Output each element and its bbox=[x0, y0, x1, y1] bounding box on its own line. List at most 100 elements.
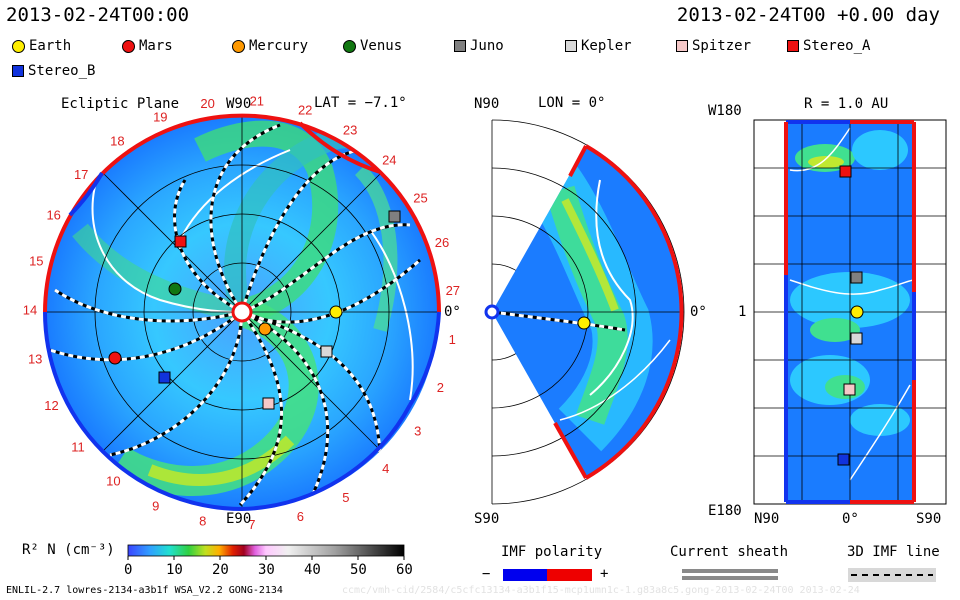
earth-marker-rect bbox=[850, 305, 864, 319]
legend-item-earth: Earth bbox=[12, 38, 71, 54]
imf-negative-bar bbox=[503, 569, 547, 581]
imf-polarity-label: IMF polarity bbox=[501, 544, 603, 560]
earth-marker bbox=[329, 305, 343, 319]
date-title-left: 2013-02-24T00:00 bbox=[6, 4, 190, 26]
current-sheath-line-1 bbox=[682, 569, 778, 573]
earth-marker-meridional bbox=[577, 316, 591, 330]
legend-item-juno: Juno bbox=[454, 38, 504, 54]
meridional-lon-label: LON = 0° bbox=[538, 95, 606, 111]
carrington-tick-label: 17 bbox=[74, 167, 88, 182]
carrington-tick-label: 10 bbox=[106, 474, 120, 489]
carrington-tick-label: 16 bbox=[46, 208, 60, 223]
stereo-b-marker-rect bbox=[837, 453, 850, 466]
carrington-tick-label: 23 bbox=[343, 123, 357, 138]
colorbar-tick: 30 bbox=[258, 562, 275, 578]
spitzer-marker-icon bbox=[676, 40, 688, 52]
juno-marker bbox=[388, 210, 401, 223]
colorbar bbox=[127, 544, 405, 557]
colorbar-tick: 50 bbox=[350, 562, 367, 578]
carrington-tick-label: 3 bbox=[414, 424, 421, 439]
meridional-top-label: N90 bbox=[474, 96, 500, 112]
carrington-tick-label: 2 bbox=[437, 380, 444, 395]
carrington-tick-label: 26 bbox=[435, 235, 449, 250]
venus-marker bbox=[168, 282, 182, 296]
carrington-tick-label: 22 bbox=[298, 103, 312, 118]
legend-item-mars: Mars bbox=[122, 38, 173, 54]
current-sheath-label: Current sheath bbox=[670, 544, 789, 560]
legend: Earth Mars Mercury Venus Juno Kepler Spi… bbox=[0, 38, 960, 82]
stereo-b-marker bbox=[158, 371, 171, 384]
stereo-b-marker-icon bbox=[12, 65, 24, 77]
rect-x-mid-label: 0° bbox=[842, 511, 859, 527]
colorbar-label: R² N (cm⁻³) bbox=[22, 542, 115, 558]
stereo-a-marker-rect bbox=[839, 165, 852, 178]
ecliptic-top-label: W90 bbox=[226, 96, 252, 112]
venus-marker-icon bbox=[343, 39, 356, 53]
rect-x-right-label: S90 bbox=[916, 511, 942, 527]
ecliptic-title: Ecliptic Plane bbox=[61, 96, 180, 112]
carrington-tick-label: 27 bbox=[446, 283, 460, 298]
carrington-tick-label: 5 bbox=[342, 490, 349, 505]
stereo-a-marker-icon bbox=[787, 40, 799, 52]
legend-item-venus: Venus bbox=[343, 38, 402, 54]
kepler-marker-rect bbox=[850, 332, 863, 345]
juno-marker-rect bbox=[850, 271, 863, 284]
colorbar-tick: 0 bbox=[124, 562, 133, 578]
mars-marker bbox=[108, 351, 122, 365]
spitzer-marker bbox=[262, 397, 275, 410]
carrington-tick-label: 8 bbox=[199, 513, 206, 528]
imf-plus-label: + bbox=[600, 566, 609, 582]
meridional-right-label: 0° bbox=[690, 304, 707, 320]
carrington-tick-label: 4 bbox=[382, 461, 389, 476]
mercury-marker-icon bbox=[232, 39, 245, 53]
rect-x-left-label: N90 bbox=[754, 511, 780, 527]
earth-marker-icon bbox=[12, 39, 25, 53]
longitude-latitude-panel bbox=[753, 119, 947, 505]
meridional-plane-panel bbox=[484, 119, 685, 505]
carrington-tick-label: 14 bbox=[23, 303, 37, 318]
ecliptic-bottom-label: E90 bbox=[226, 511, 252, 527]
rect-top-left-label: W180 bbox=[708, 103, 742, 119]
ecliptic-lat-label: LAT = −7.1° bbox=[314, 95, 407, 111]
current-sheath-line-2 bbox=[682, 576, 778, 580]
carrington-tick-label: 18 bbox=[110, 134, 124, 149]
carrington-tick-label: 6 bbox=[297, 509, 304, 524]
rect-radius-label: R = 1.0 AU bbox=[804, 96, 889, 112]
footer-right: ccmc/vmh-cid/2584/c5cfc13134-a3b1f15-mcp… bbox=[342, 585, 860, 596]
kepler-marker bbox=[320, 345, 333, 358]
meridional-bottom-label: S90 bbox=[474, 511, 500, 527]
rect-bottom-left-label: E180 bbox=[708, 503, 742, 519]
legend-item-stereo-a: Stereo_A bbox=[787, 38, 870, 54]
imf-line-label: 3D IMF line bbox=[847, 544, 940, 560]
footer-left: ENLIL-2.7 lowres-2134-a3b1f WSA_V2.2 GON… bbox=[6, 585, 283, 596]
carrington-tick-label: 15 bbox=[29, 254, 43, 269]
ecliptic-right-label: 0° bbox=[444, 304, 461, 320]
sun-icon bbox=[231, 301, 253, 323]
carrington-tick-label: 1 bbox=[449, 332, 456, 347]
carrington-tick-label: 21 bbox=[250, 94, 264, 109]
colorbar-tick: 40 bbox=[304, 562, 321, 578]
carrington-tick-label: 12 bbox=[44, 398, 58, 413]
carrington-tick-label: 13 bbox=[28, 352, 42, 367]
date-title-right: 2013-02-24T00 +0.00 day bbox=[676, 4, 940, 26]
juno-marker-icon bbox=[454, 40, 466, 52]
carrington-tick-label: 24 bbox=[382, 153, 396, 168]
imf-line-sample-bg bbox=[848, 568, 936, 582]
rect-middle-left-label: 1 bbox=[738, 304, 747, 320]
colorbar-tick: 60 bbox=[396, 562, 413, 578]
spitzer-marker-rect bbox=[843, 383, 856, 396]
imf-positive-bar bbox=[547, 569, 592, 581]
imf-minus-label: − bbox=[482, 566, 491, 582]
stereo-a-marker bbox=[174, 235, 187, 248]
legend-item-mercury: Mercury bbox=[232, 38, 308, 54]
kepler-marker-icon bbox=[565, 40, 577, 52]
mercury-marker bbox=[258, 322, 272, 336]
carrington-tick-label: 20 bbox=[200, 96, 214, 111]
mars-marker-icon bbox=[122, 39, 135, 53]
legend-item-stereo-b: Stereo_B bbox=[12, 63, 95, 79]
legend-item-spitzer: Spitzer bbox=[676, 38, 751, 54]
colorbar-tick: 20 bbox=[212, 562, 229, 578]
